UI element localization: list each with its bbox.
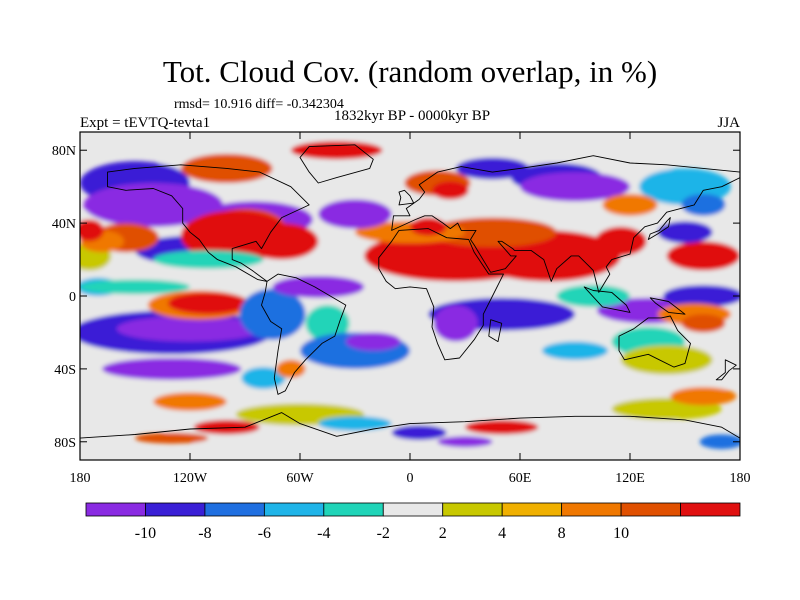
colorbar-swatch-8 bbox=[561, 502, 622, 517]
chart-title: Tot. Cloud Cov. (random overlap, in %) bbox=[163, 54, 657, 89]
anomaly-region-31 bbox=[410, 217, 447, 236]
anomaly-region-59 bbox=[670, 387, 737, 406]
anomaly-region-46 bbox=[455, 157, 530, 180]
lat-tick-label: 80S bbox=[54, 436, 76, 451]
anomaly-region-48 bbox=[432, 181, 469, 200]
season-label: JJA bbox=[717, 115, 740, 131]
colorbar-swatch-2 bbox=[204, 502, 265, 517]
anomaly-region-42 bbox=[620, 345, 713, 375]
colorbar-swatch-10 bbox=[680, 502, 741, 517]
anomaly-region-51 bbox=[602, 193, 658, 216]
lon-tick-label: 60E bbox=[509, 471, 532, 486]
anomaly-region-50 bbox=[681, 193, 726, 216]
colorbar-label: -8 bbox=[198, 525, 211, 542]
colorbar-label: -2 bbox=[377, 525, 390, 542]
coastline-greenland bbox=[299, 144, 374, 184]
anomaly-region-2 bbox=[83, 183, 224, 227]
anomaly-region-14 bbox=[80, 279, 190, 295]
colorbar-label: -4 bbox=[317, 525, 330, 542]
anomaly-region-58 bbox=[153, 392, 227, 411]
colorbar-swatch-0 bbox=[85, 502, 146, 517]
colorbar-label: 4 bbox=[498, 525, 506, 542]
anomaly-region-7 bbox=[244, 223, 319, 260]
anomaly-region-23 bbox=[102, 357, 242, 380]
anomaly-region-20 bbox=[305, 305, 350, 342]
colorbar-swatch-4 bbox=[323, 502, 384, 517]
anomaly-region-25 bbox=[276, 359, 306, 378]
colorbar-swatch-6 bbox=[442, 502, 503, 517]
anomaly-region-54 bbox=[318, 199, 392, 229]
anomaly-region-35 bbox=[433, 305, 478, 342]
latitude-axis: 80N 40N 0 40S 80S bbox=[52, 144, 740, 451]
anomaly-region-38 bbox=[556, 285, 630, 307]
anomaly-region-60 bbox=[193, 419, 260, 435]
lat-tick-label: 40S bbox=[54, 363, 76, 378]
colorbar-label: 8 bbox=[558, 525, 566, 542]
coastline-south-america bbox=[261, 273, 347, 395]
lat-tick-label: 0 bbox=[69, 290, 76, 305]
anomaly-region-12 bbox=[80, 219, 104, 242]
anomaly-region-19 bbox=[239, 288, 306, 340]
coastline-new-guinea bbox=[649, 297, 686, 315]
lon-tick-label: 180 bbox=[70, 471, 91, 486]
lon-tick-label: 120E bbox=[615, 471, 645, 486]
period-subtitle: 1832kyr BP - 0000kyr BP bbox=[334, 108, 490, 124]
colorbar-swatch-7 bbox=[501, 502, 563, 517]
anomaly-region-33 bbox=[666, 241, 740, 271]
coastline-eurasia bbox=[391, 155, 740, 293]
anomaly-region-45 bbox=[520, 172, 630, 202]
coastline-antarctica bbox=[80, 412, 740, 460]
coastline-british-isles bbox=[398, 189, 415, 206]
colorbar-label: -10 bbox=[135, 525, 156, 542]
coastline-africa bbox=[378, 228, 504, 361]
anomaly-region-62 bbox=[135, 432, 209, 444]
anomaly-region-65 bbox=[318, 416, 392, 431]
anomaly-region-66 bbox=[699, 434, 740, 450]
anomaly-region-18 bbox=[168, 292, 249, 315]
lat-tick-label: 40N bbox=[52, 217, 76, 232]
anomaly-region-61 bbox=[465, 419, 539, 435]
coastline-japan bbox=[647, 217, 671, 240]
anomaly-region-32 bbox=[595, 226, 647, 256]
coastline-indonesia bbox=[583, 286, 631, 313]
lon-tick-label: 0 bbox=[407, 471, 414, 486]
coastline-layer bbox=[80, 144, 740, 460]
coastline-north-america bbox=[107, 164, 310, 282]
anomaly-region-43 bbox=[542, 341, 608, 360]
anomaly-region-8 bbox=[153, 250, 264, 269]
anomaly-region-64 bbox=[437, 436, 493, 448]
anomaly-region-21 bbox=[272, 275, 365, 298]
colorbar-label: 10 bbox=[613, 525, 629, 542]
colorbar-swatch-1 bbox=[145, 502, 206, 517]
colorbar-label: 2 bbox=[439, 525, 447, 542]
anomaly-region-16 bbox=[116, 316, 264, 342]
anomaly-region-55 bbox=[657, 221, 713, 244]
lat-tick-label: 80N bbox=[52, 144, 76, 159]
anomaly-region-52 bbox=[290, 141, 383, 160]
longitude-axis: 180 120W 60W 0 60E 120E 180 bbox=[70, 132, 751, 486]
lon-tick-label: 60W bbox=[286, 471, 314, 486]
map-panel: 80N 40N 0 40S 80S 180 120W 60W 0 60E 120E 180 bbox=[52, 131, 751, 486]
coastline-australia bbox=[618, 315, 691, 368]
anomaly-region-37 bbox=[663, 285, 740, 307]
colorbar-swatch-3 bbox=[263, 502, 325, 517]
colorbar-label: -6 bbox=[258, 525, 271, 542]
colorbar-swatch-5 bbox=[382, 502, 444, 517]
stats-text: rmsd= 10.916 diff= -0.342304 bbox=[174, 97, 344, 112]
coastline-new-zealand bbox=[715, 359, 737, 381]
anomaly-region-26 bbox=[345, 332, 401, 351]
colorbar-swatch-9 bbox=[620, 502, 681, 517]
anomaly-region-40 bbox=[681, 314, 726, 333]
coastline-madagascar bbox=[488, 319, 503, 343]
colorbar: -10 -8 -6 -4 -2 2 4 8 10 bbox=[85, 502, 741, 542]
experiment-label: Expt = tEVTQ-tevta1 bbox=[80, 115, 210, 131]
lon-tick-label: 120W bbox=[173, 471, 208, 486]
lon-tick-label: 180 bbox=[730, 471, 751, 486]
anomaly-region-29 bbox=[428, 217, 557, 247]
anomaly-region-63 bbox=[391, 425, 447, 440]
anomaly-region-24 bbox=[241, 367, 286, 389]
